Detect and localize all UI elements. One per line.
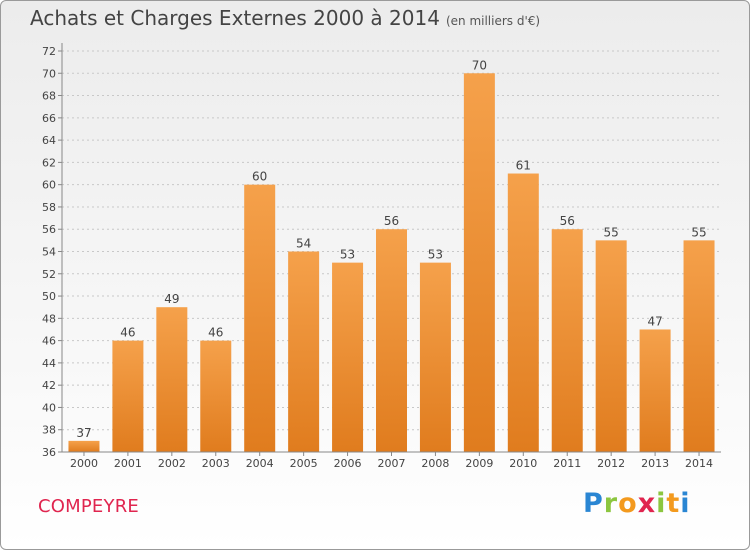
commune-name: COMPEYRE xyxy=(38,496,139,517)
x-tick-label: 2011 xyxy=(553,457,581,470)
bar-2011 xyxy=(551,229,583,452)
data-label: 37 xyxy=(76,426,91,440)
data-label: 70 xyxy=(472,58,487,72)
y-tick-label: 40 xyxy=(42,401,56,414)
bar-2014 xyxy=(683,240,715,452)
x-tick-label: 2014 xyxy=(685,457,713,470)
data-labels: 37 46 49 46 60 54 53 56 53 70 61 56 55 47 55 xyxy=(76,58,706,440)
data-label: 53 xyxy=(428,248,443,262)
x-tick-label: 2005 xyxy=(290,457,318,470)
data-label: 53 xyxy=(340,248,355,262)
bars xyxy=(68,73,715,453)
data-label: 56 xyxy=(560,214,575,228)
bar-2009 xyxy=(463,73,495,453)
data-label: 61 xyxy=(516,159,531,173)
y-tick-label: 58 xyxy=(42,201,56,214)
data-label: 60 xyxy=(252,170,267,184)
bar-2005 xyxy=(288,251,320,452)
y-tick-label: 60 xyxy=(42,179,56,192)
y-tick-label: 62 xyxy=(42,156,56,169)
proxiti-logo: Proxiti xyxy=(583,488,691,519)
y-tick-label: 56 xyxy=(42,223,56,236)
x-tick-label: 2013 xyxy=(641,457,669,470)
y-tick-label: 44 xyxy=(42,357,56,370)
bar-2012 xyxy=(595,240,627,452)
y-tick-label: 50 xyxy=(42,290,56,303)
y-tick-label: 46 xyxy=(42,335,56,348)
x-tick-label: 2009 xyxy=(465,457,493,470)
bar-2003 xyxy=(200,340,232,452)
unit-label: (en milliers d'€) xyxy=(445,14,541,28)
data-label: 54 xyxy=(296,237,311,251)
y-tick-label: 54 xyxy=(42,246,56,259)
data-label: 55 xyxy=(604,225,619,239)
data-label: 49 xyxy=(164,292,179,306)
bar-2008 xyxy=(419,262,451,452)
bar-2010 xyxy=(507,173,539,452)
bar-2002 xyxy=(156,307,188,452)
y-tick-label: 36 xyxy=(42,446,56,459)
title-text: Achats et Charges Externes 2000 à 2014 xyxy=(30,6,440,30)
bar-2013 xyxy=(639,329,671,452)
data-label: 46 xyxy=(208,326,223,340)
axes xyxy=(61,43,721,456)
data-label: 46 xyxy=(120,326,135,340)
x-tick-label: 2006 xyxy=(334,457,362,470)
bar-2006 xyxy=(332,262,364,452)
x-tick-label: 2010 xyxy=(509,457,537,470)
data-label: 56 xyxy=(384,214,399,228)
x-tick-label: 2001 xyxy=(114,457,142,470)
x-tick-label: 2000 xyxy=(70,457,98,470)
x-tick-label: 2004 xyxy=(246,457,274,470)
y-tick-label: 52 xyxy=(42,268,56,281)
bar-2001 xyxy=(112,340,144,452)
bar-2004 xyxy=(244,184,276,452)
y-tick-label: 42 xyxy=(42,379,56,392)
data-label: 47 xyxy=(647,314,662,328)
x-tick-label: 2008 xyxy=(421,457,449,470)
y-tick-label: 64 xyxy=(42,134,56,147)
bar-2007 xyxy=(376,229,407,452)
data-label: 55 xyxy=(691,225,706,239)
y-tick-labels: 36 38 40 42 44 46 48 50 52 54 56 58 60 62 64 66 68 70 72 xyxy=(42,45,56,459)
y-tick-label: 70 xyxy=(42,67,56,80)
y-tick-label: 66 xyxy=(42,112,56,125)
y-tick-label: 68 xyxy=(42,90,56,103)
y-tick-label: 38 xyxy=(42,424,56,437)
y-tick-label: 48 xyxy=(42,312,56,325)
bar-2000 xyxy=(68,440,100,452)
x-tick-labels: 2000 2001 2002 2003 2004 2005 2006 2007 2008 2009… xyxy=(70,457,713,470)
y-tick-label: 72 xyxy=(42,45,56,58)
chart-title: Achats et Charges Externes 2000 à 2014 (e… xyxy=(30,6,540,30)
x-tick-label: 2003 xyxy=(202,457,230,470)
x-tick-label: 2007 xyxy=(378,457,406,470)
x-tick-label: 2012 xyxy=(597,457,625,470)
gridlines xyxy=(58,50,721,453)
x-tick-label: 2002 xyxy=(158,457,186,470)
